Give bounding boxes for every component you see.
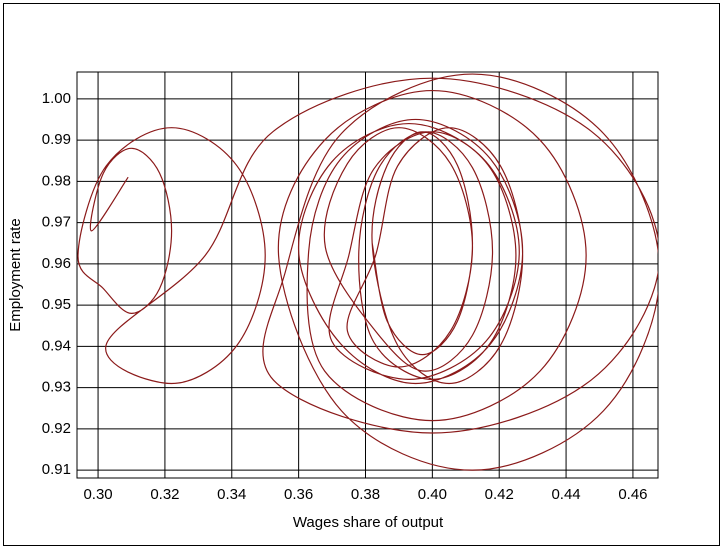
x-tick-label: 0.30 bbox=[83, 486, 112, 503]
y-tick-label: 0.96 bbox=[42, 255, 71, 272]
x-tick-label: 0.32 bbox=[150, 486, 179, 503]
y-tick-label: 0.94 bbox=[42, 337, 71, 354]
x-tick-label: 0.42 bbox=[485, 486, 514, 503]
y-tick-label: 1.00 bbox=[42, 90, 71, 107]
chart-frame bbox=[3, 3, 720, 546]
y-tick-label: 0.95 bbox=[42, 296, 71, 313]
x-tick-label: 0.36 bbox=[284, 486, 313, 503]
x-tick-label: 0.44 bbox=[551, 486, 580, 503]
y-tick-label: 0.93 bbox=[42, 379, 71, 396]
x-axis-label: Wages share of output bbox=[293, 514, 444, 531]
y-tick-label: 0.92 bbox=[42, 420, 71, 437]
x-tick-label: 0.46 bbox=[618, 486, 647, 503]
y-tick-label: 0.97 bbox=[42, 214, 71, 231]
y-tick-label: 0.98 bbox=[42, 172, 71, 189]
x-tick-label: 0.38 bbox=[351, 486, 380, 503]
y-tick-label: 0.99 bbox=[42, 131, 71, 148]
x-tick-label: 0.34 bbox=[217, 486, 246, 503]
trajectory-line bbox=[77, 73, 658, 471]
y-axis-label: Employment rate bbox=[7, 218, 24, 331]
y-tick-label: 0.91 bbox=[42, 461, 71, 478]
x-tick-label: 0.40 bbox=[418, 486, 447, 503]
